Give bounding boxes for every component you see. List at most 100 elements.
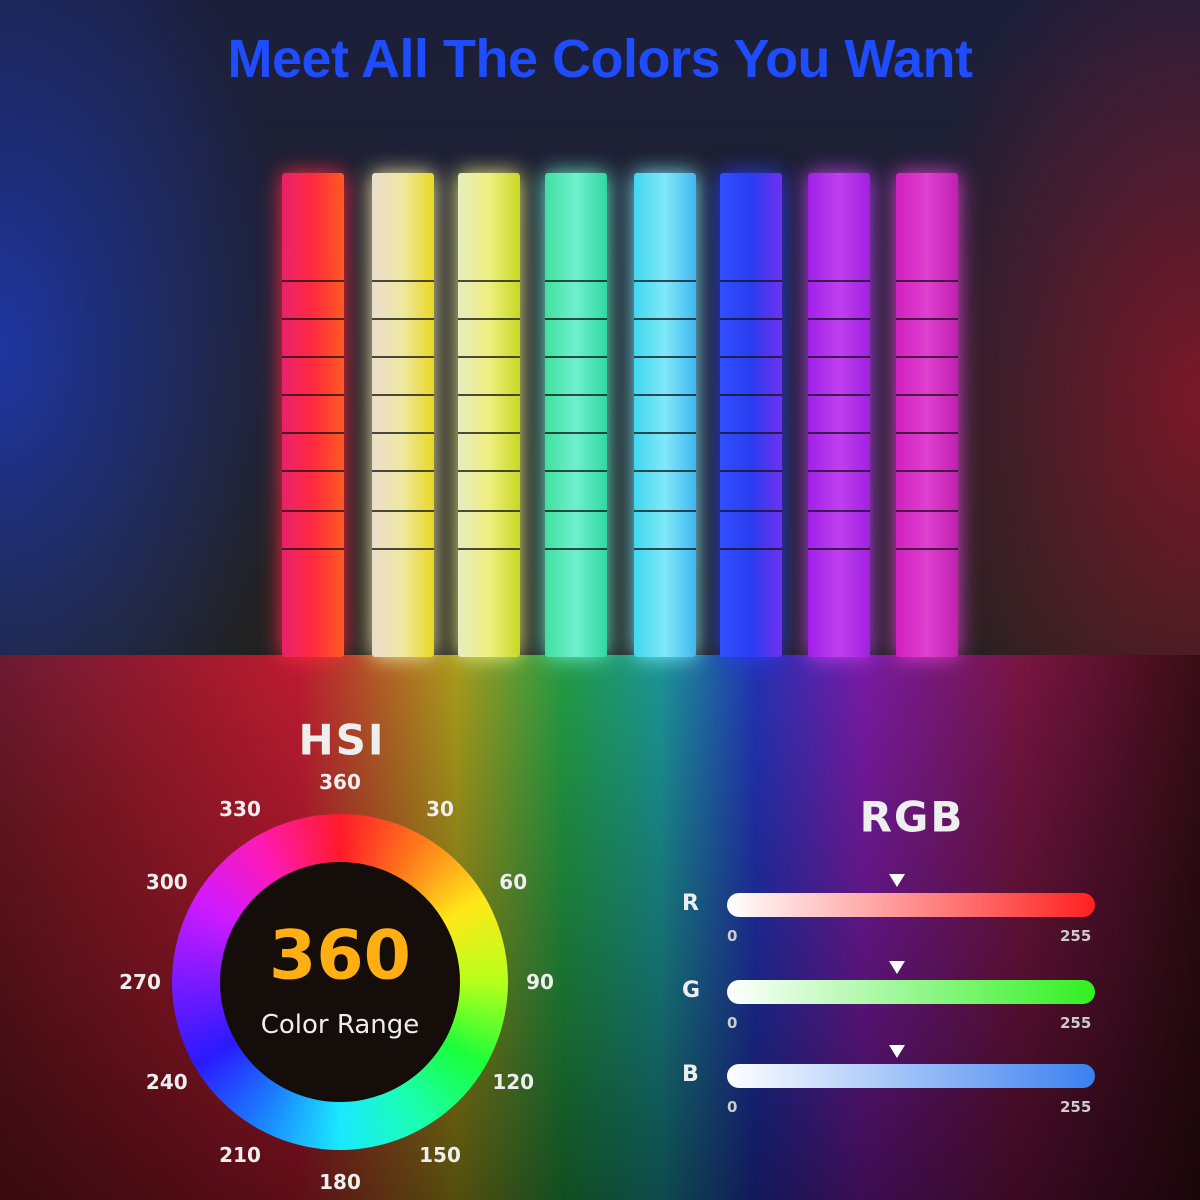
bar-segment-divider: [372, 356, 434, 358]
bar-segment-divider: [634, 280, 696, 282]
hue-angle-label: 210: [219, 1143, 261, 1168]
bar-segment-divider: [282, 470, 344, 472]
bar-segment-divider: [282, 394, 344, 396]
bar-segment-divider: [808, 548, 870, 550]
slider-max: 255: [1060, 927, 1092, 945]
hue-angle-label: 30: [426, 796, 454, 821]
bar-segment-divider: [372, 394, 434, 396]
bar-segment-divider: [282, 280, 344, 282]
bar-segment-divider: [545, 356, 607, 358]
bar-segment-divider: [808, 280, 870, 282]
slider-marker-icon[interactable]: [889, 961, 905, 974]
bar-segment-divider: [634, 432, 696, 434]
light-bar: [282, 173, 344, 657]
hue-angle-label: 60: [499, 870, 528, 894]
bar-segment-divider: [282, 432, 344, 434]
bar-segment-divider: [545, 280, 607, 282]
light-bar: [720, 173, 782, 657]
bar-segment-divider: [808, 394, 870, 396]
hue-angle-label: 270: [119, 970, 161, 994]
channel-slider[interactable]: [727, 893, 1095, 917]
light-bar: [808, 173, 870, 657]
bar-segment-divider: [545, 394, 607, 396]
bar-segment-divider: [282, 318, 344, 320]
bar-segment-divider: [634, 318, 696, 320]
slider-min: 0: [727, 1098, 738, 1116]
bar-segment-divider: [458, 318, 520, 320]
color-wheel-center: 360 Color Range: [220, 862, 460, 1102]
hue-angle-label: 300: [145, 870, 188, 894]
bar-segment-divider: [896, 432, 958, 434]
bar-segment-divider: [720, 510, 782, 512]
hue-angle-label: 240: [145, 1070, 188, 1094]
light-bar: [634, 173, 696, 657]
bar-segment-divider: [458, 280, 520, 282]
bar-segment-divider: [896, 318, 958, 320]
bar-segment-divider: [896, 470, 958, 472]
bar-segment-divider: [372, 548, 434, 550]
bar-segment-divider: [808, 510, 870, 512]
bar-segment-divider: [808, 470, 870, 472]
slider-marker-icon[interactable]: [889, 874, 905, 887]
channel-slider[interactable]: [727, 1064, 1095, 1088]
color-range-label: Color Range: [260, 1010, 420, 1040]
bar-segment-divider: [720, 548, 782, 550]
bar-segment-divider: [282, 548, 344, 550]
light-bar: [896, 173, 958, 657]
bar-segment-divider: [372, 318, 434, 320]
bar-segment-divider: [458, 548, 520, 550]
bar-segment-divider: [372, 280, 434, 282]
bar-segment-divider: [458, 432, 520, 434]
bar-segment-divider: [545, 548, 607, 550]
channel-slider[interactable]: [727, 980, 1095, 1004]
bar-segment-divider: [372, 432, 434, 434]
bar-segment-divider: [372, 510, 434, 512]
light-bar: [458, 173, 520, 657]
headline: Meet All The Colors You Want: [227, 29, 973, 89]
bar-segment-divider: [545, 470, 607, 472]
bar-segment-divider: [720, 432, 782, 434]
slider-min: 0: [727, 1014, 738, 1032]
hue-angle-label: 180: [319, 1170, 361, 1194]
bar-segment-divider: [896, 510, 958, 512]
rgb-title: RGB: [859, 792, 965, 842]
bar-segment-divider: [458, 510, 520, 512]
hue-angle-label: 330: [219, 796, 261, 821]
bar-segment-divider: [720, 356, 782, 358]
hue-angle-label: 150: [419, 1143, 461, 1168]
channel-label: B: [682, 1062, 699, 1087]
bar-segment-divider: [896, 394, 958, 396]
bar-segment-divider: [634, 356, 696, 358]
bar-segment-divider: [634, 394, 696, 396]
bar-segment-divider: [282, 356, 344, 358]
bar-segment-divider: [545, 432, 607, 434]
hue-angle-label: 90: [526, 970, 554, 994]
slider-marker-icon[interactable]: [889, 1045, 905, 1058]
channel-label: R: [682, 891, 699, 916]
color-range-number: 360: [269, 916, 411, 996]
bar-segment-divider: [458, 356, 520, 358]
slider-max: 255: [1060, 1014, 1092, 1032]
light-bar: [545, 173, 607, 657]
bar-segment-divider: [458, 470, 520, 472]
bar-segment-divider: [634, 510, 696, 512]
bar-segment-divider: [720, 394, 782, 396]
bar-segment-divider: [720, 318, 782, 320]
bar-segment-divider: [372, 470, 434, 472]
slider-max: 255: [1060, 1098, 1092, 1116]
bar-segment-divider: [458, 394, 520, 396]
bar-segment-divider: [808, 356, 870, 358]
bar-segment-divider: [896, 356, 958, 358]
hue-angle-label: 120: [492, 1070, 535, 1094]
bar-segment-divider: [896, 548, 958, 550]
bar-segment-divider: [720, 280, 782, 282]
bar-segment-divider: [720, 470, 782, 472]
bar-segment-divider: [808, 318, 870, 320]
hsi-title: HSI: [298, 715, 386, 765]
bar-segment-divider: [634, 548, 696, 550]
bar-segment-divider: [634, 470, 696, 472]
bar-segment-divider: [282, 510, 344, 512]
bar-segment-divider: [896, 280, 958, 282]
light-bar: [372, 173, 434, 657]
bar-segment-divider: [545, 318, 607, 320]
